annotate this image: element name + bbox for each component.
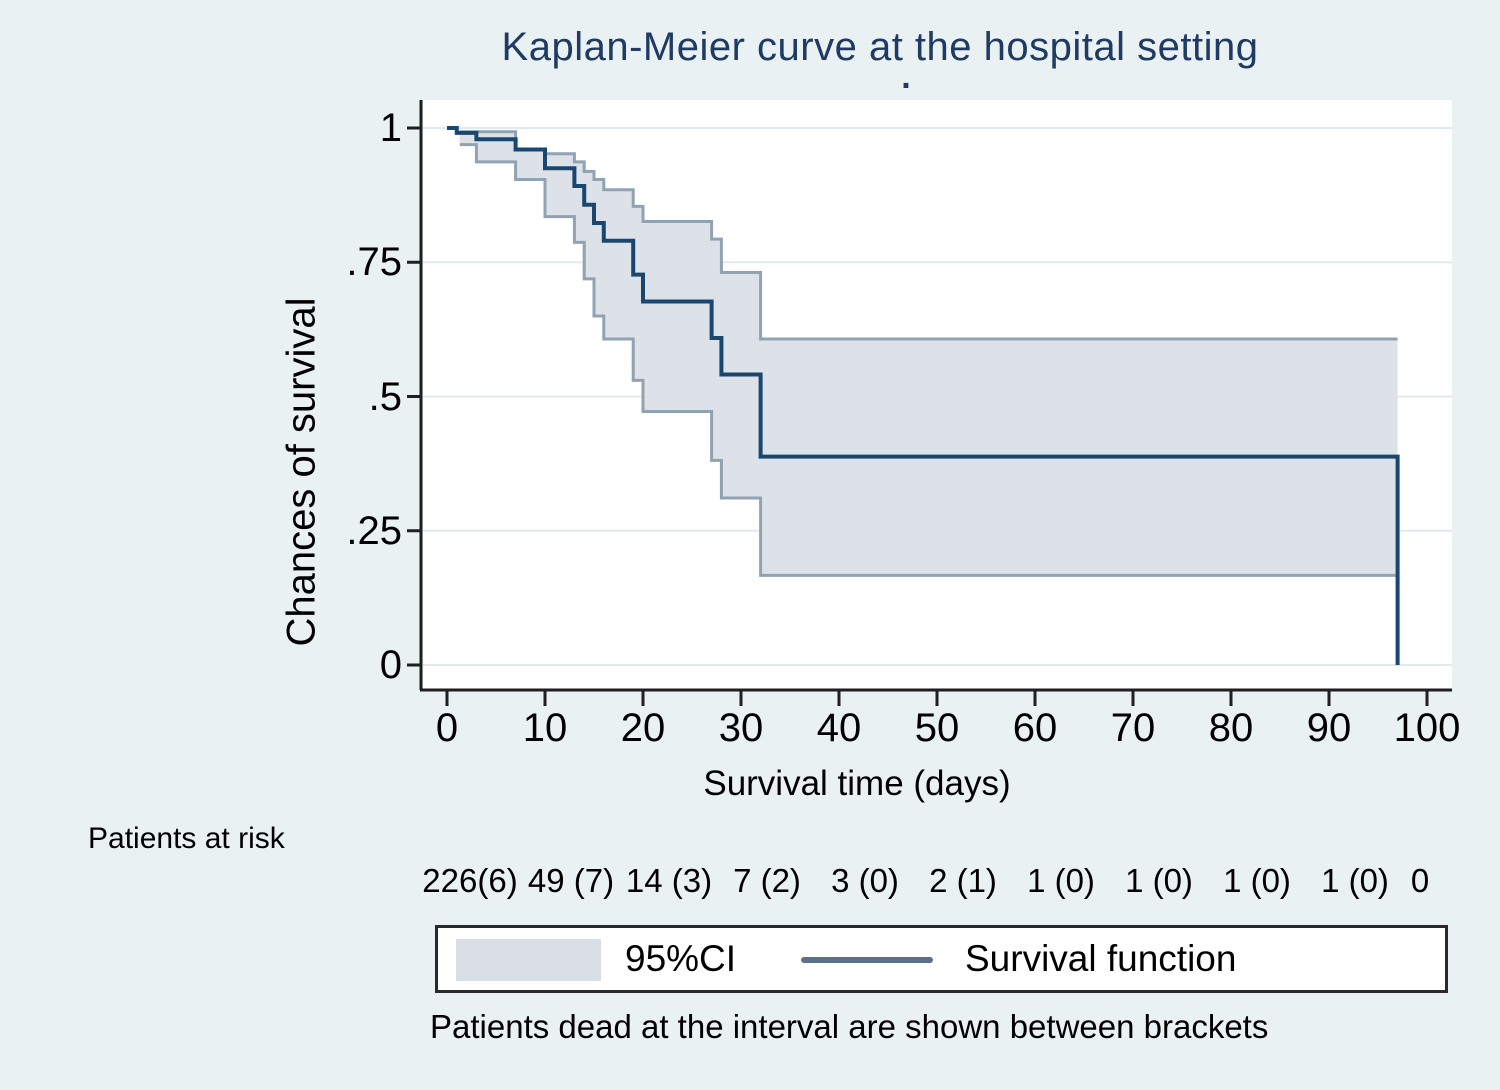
x-tick-label: 60 <box>1012 706 1058 750</box>
risk-table-value: 14 (3) <box>625 862 713 899</box>
patients-at-risk-heading: Patients at risk <box>88 822 285 855</box>
y-tick-label: .25 <box>346 508 402 553</box>
risk-table-value: 3 (0) <box>831 862 899 899</box>
risk-table-value: 49 (7) <box>527 862 615 899</box>
x-tick-label: 30 <box>718 706 764 750</box>
x-tick-label: 50 <box>914 706 960 750</box>
y-tick-label: .75 <box>346 240 402 285</box>
risk-table-value: 7 (2) <box>733 862 801 899</box>
legend-line-sample <box>801 957 933 963</box>
x-tick-label: 80 <box>1208 706 1254 750</box>
risk-table-value: 2 (1) <box>929 862 997 899</box>
chart-title: Kaplan-Meier curve at the hospital setti… <box>501 25 1259 69</box>
x-tick-label: 20 <box>620 706 666 750</box>
legend-line-label: Survival function <box>965 938 1237 979</box>
x-tick-label: 10 <box>522 706 568 750</box>
risk-table-value: 1 (0) <box>1125 862 1193 899</box>
risk-table-value: 226(6) <box>422 862 518 899</box>
y-tick-label: 0 <box>379 643 402 687</box>
risk-table-value: 1 (0) <box>1223 862 1291 899</box>
x-tick-label: 70 <box>1110 706 1156 750</box>
survival-curve-line <box>447 126 1400 665</box>
subtitle-dot: . <box>901 58 911 96</box>
risk-table-value: 1 (0) <box>1027 862 1095 899</box>
y-tick-label: 1 <box>379 106 402 150</box>
ci-band <box>459 131 1398 576</box>
y-axis-title-text: Chances of survival <box>279 297 324 647</box>
x-tick-label: 90 <box>1306 706 1352 750</box>
footnote: Patients dead at the interval are shown … <box>430 1008 1269 1045</box>
legend-box: 95%CI Survival function <box>435 925 1448 993</box>
risk-table-value: 1 (0) <box>1321 862 1389 899</box>
legend-ci-label: 95%CI <box>625 938 737 979</box>
ci-lower-edge <box>459 143 1398 577</box>
y-tick-label: .5 <box>368 374 402 419</box>
legend-ci-swatch <box>456 939 601 981</box>
x-axis-title: Survival time (days) <box>703 764 1011 803</box>
risk-table-value: 0 <box>1410 862 1430 899</box>
x-tick-label: 0 <box>435 706 459 750</box>
x-tick-label: 40 <box>816 706 862 750</box>
x-tick-label: 100 <box>1393 706 1461 750</box>
